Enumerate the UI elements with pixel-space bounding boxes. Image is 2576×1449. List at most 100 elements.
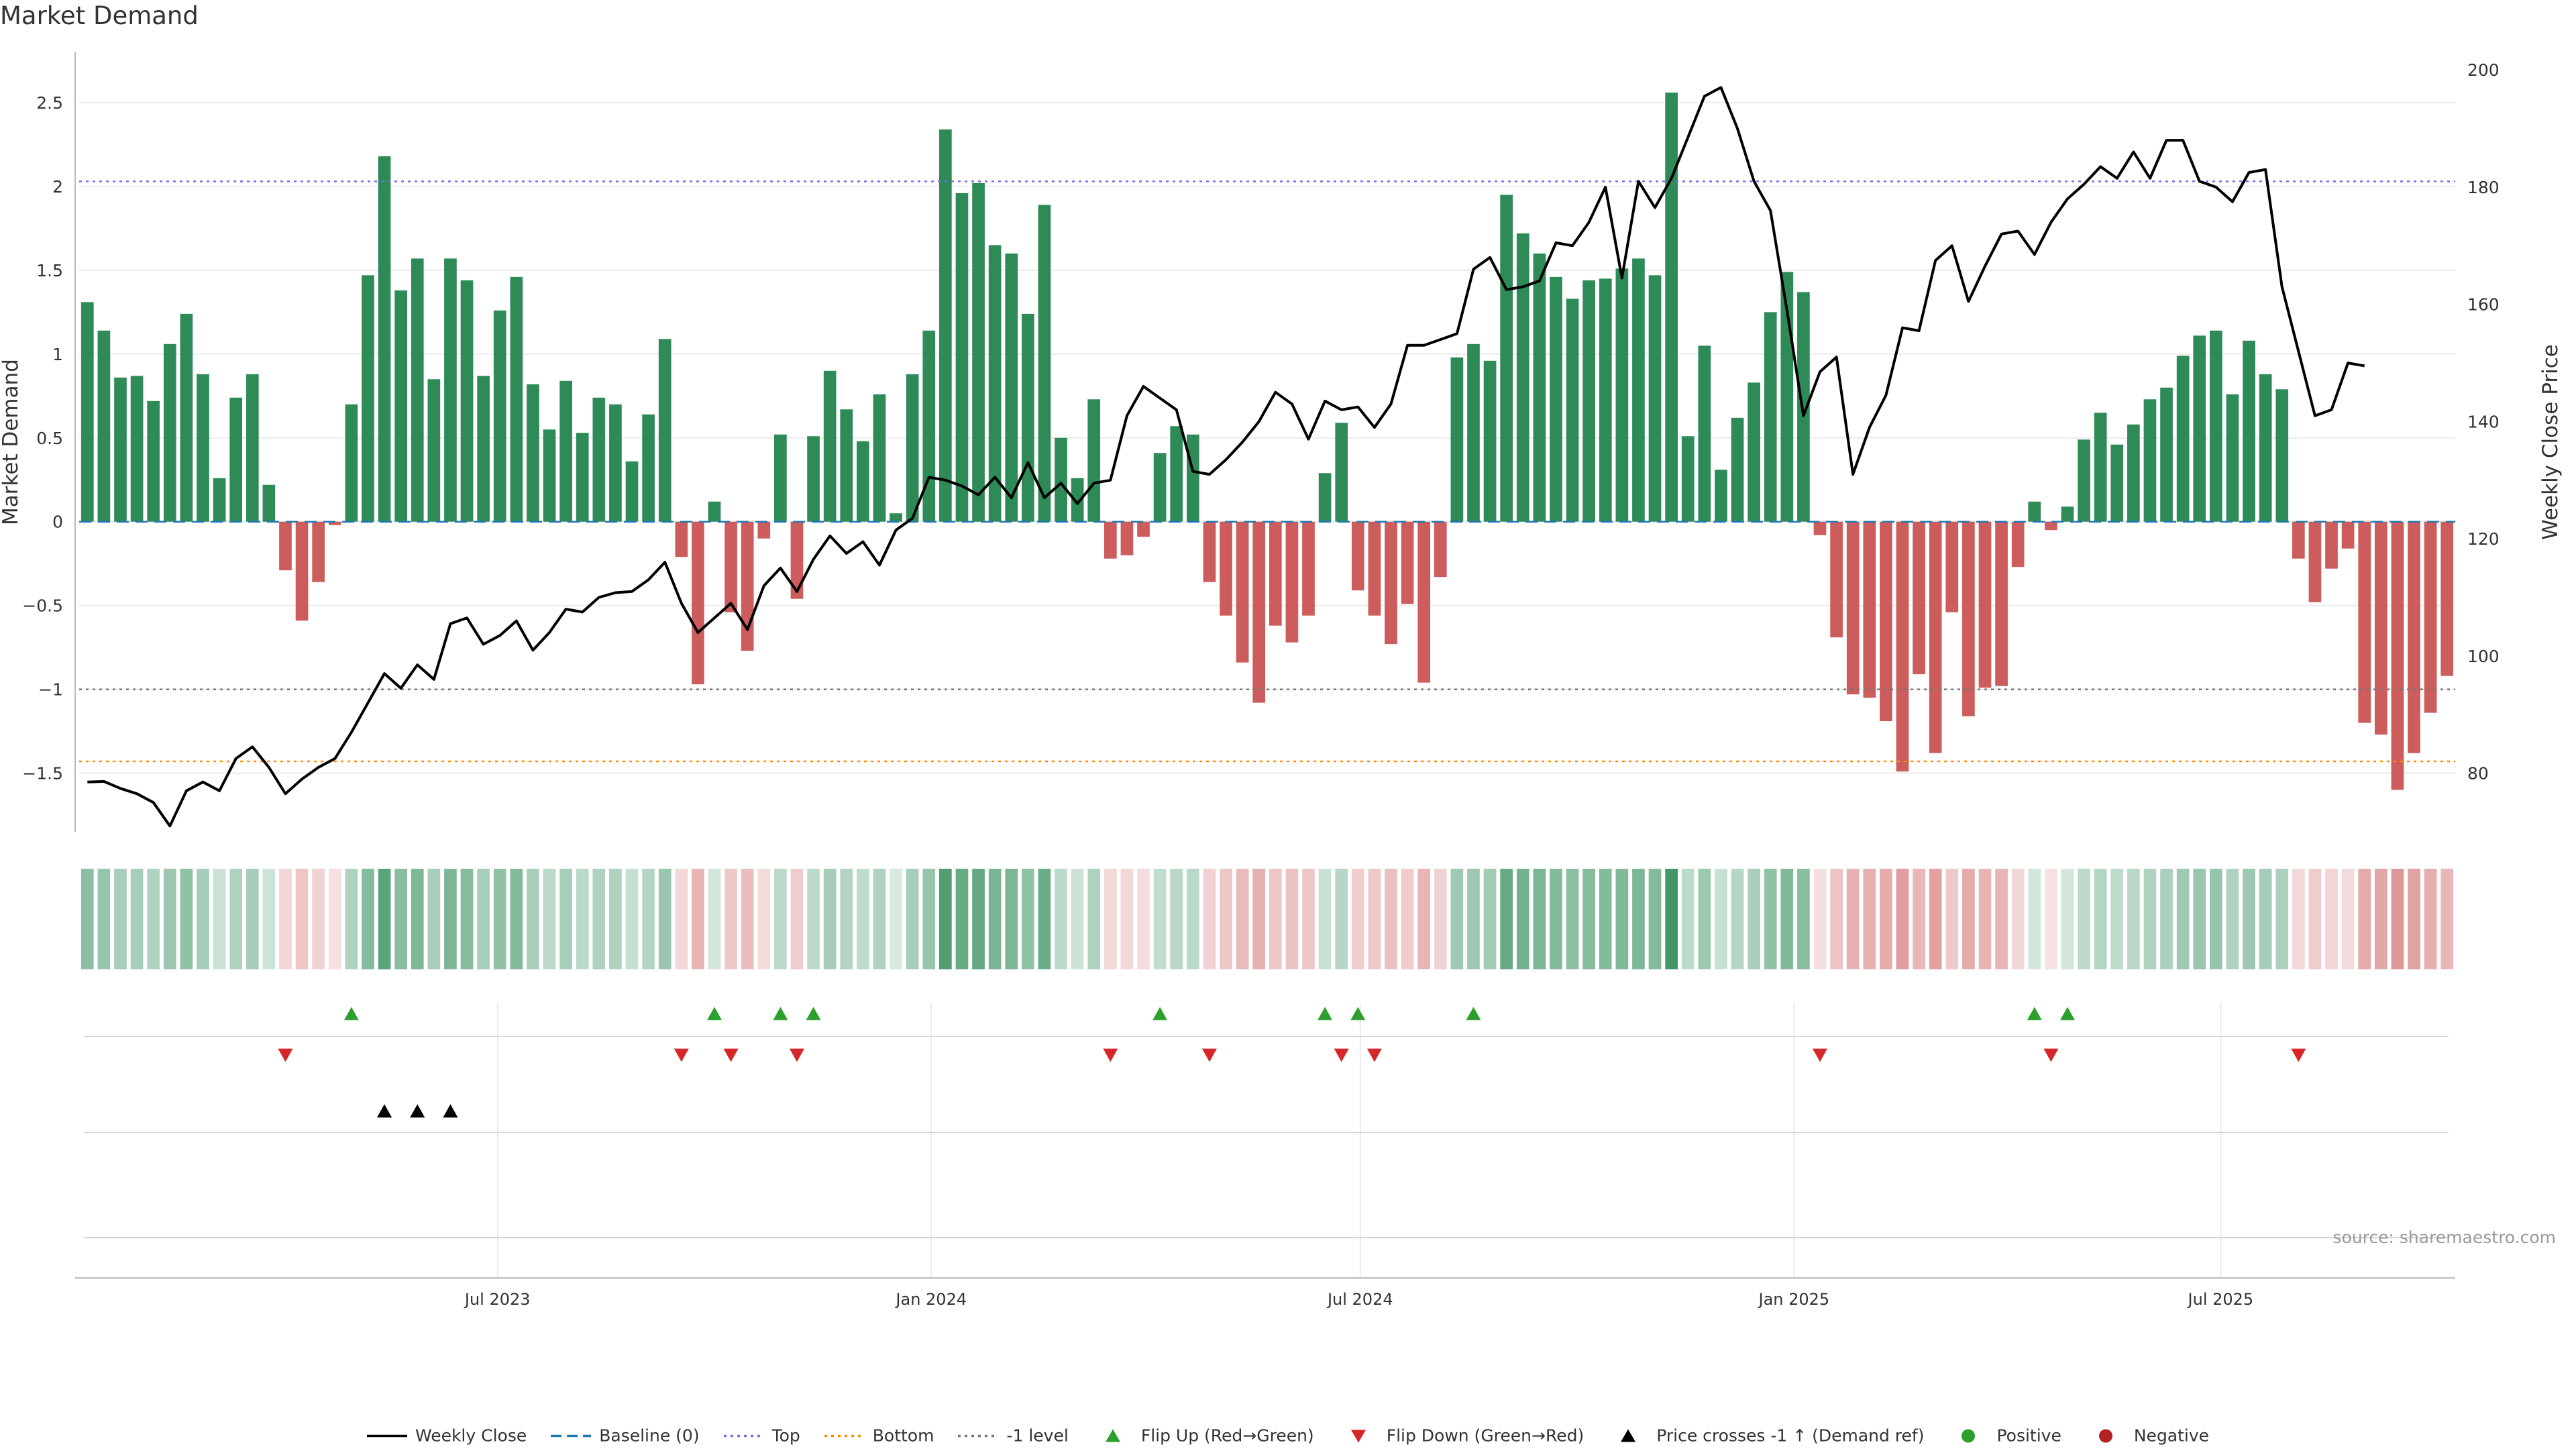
heat-cell [180,869,193,969]
demand-bar [2226,394,2239,522]
demand-bar [1516,233,1529,522]
demand-bar [790,521,804,599]
legend-item: Positive [1948,1426,2061,1446]
demand-bar [955,193,969,522]
heat-cell [477,869,490,969]
demand-bar [1434,521,1447,578]
y-axis-label-right: Weekly Close Price [2538,344,2563,540]
heat-cell [2408,869,2420,969]
heat-cell [1896,869,1909,969]
heat-cell [147,869,160,969]
demand-bar [741,521,754,651]
demand-bar [1170,426,1183,522]
heat-cell [2078,869,2090,969]
source-note: source: sharemaestro.com [2332,1228,2557,1247]
heat-cell [1385,869,1397,969]
heat-cell [972,869,985,969]
heat-cell [1500,869,1513,969]
heat-cell [1005,869,1018,969]
y2-tick-label: 140 [2467,412,2500,431]
legend-label: Baseline (0) [599,1426,700,1446]
demand-bar [1071,478,1084,522]
heat-cell [1153,869,1167,969]
demand-bar [609,404,622,522]
demand-bar [328,521,341,525]
heat-cell [130,869,144,969]
heat-cell [1764,869,1777,969]
legend-label: Flip Up (Red→Green) [1140,1426,1314,1446]
heat-cell [2308,869,2322,969]
weekly-close-line [87,86,2365,828]
demand-bar [2325,521,2338,569]
heat-cell [1401,869,1414,969]
heat-cell [1351,869,1364,969]
heat-cell [807,869,820,969]
heat-cell [493,869,506,969]
heat-cell [378,869,391,969]
heat-cell [1780,869,1794,969]
heat-cell [906,869,919,969]
heat-cell [1632,869,1645,969]
y-tick-label: 0.5 [36,429,63,448]
demand-bar [592,397,606,522]
demand-bar [2308,521,2322,602]
x-tick-label: Jul 2025 [2187,1290,2254,1309]
heat-cell [246,869,259,969]
demand-bar [80,302,94,522]
flip-up-marker [2027,1007,2042,1020]
heat-cell [2374,869,2387,969]
heat-cell [1533,869,1546,969]
chart-legend: Weekly Close Baseline (0) Top Bottom -1 leve… [0,1426,2576,1446]
demand-bar [1417,521,1431,683]
demand-bar [246,374,259,522]
flip-down-marker [2043,1049,2059,1062]
demand-bar [2391,521,2404,790]
heat-cell [1368,869,1381,969]
heat-cell [1021,869,1034,969]
demand-bar [2160,387,2173,522]
demand-bar [362,275,374,522]
flip-up-marker [1466,1007,1481,1020]
legend-label: Bottom [872,1426,934,1446]
demand-bar [510,276,523,522]
demand-bar [1995,521,2008,686]
demand-bar [1681,436,1695,522]
demand-bar [262,484,276,522]
heat-cell [1715,869,1727,969]
heat-cell [2325,869,2338,969]
demand-bar [906,374,919,522]
demand-bar [1153,453,1167,522]
flip-down-marker [674,1049,689,1062]
demand-bar [1813,521,1827,535]
demand-bar [411,258,424,522]
heat-cell [658,869,672,969]
demand-bar [1715,470,1727,522]
heat-cell [328,869,341,969]
demand-bar [1599,278,1612,522]
heat-cell [2045,869,2057,969]
demand-bar [543,429,556,522]
heat-cell [1483,869,1497,969]
demand-bar [807,436,820,522]
x-tick-label: Jul 2024 [1326,1290,1393,1309]
demand-bar [213,478,226,522]
heat-cell [592,869,606,969]
heat-cell [2061,869,2074,969]
heat-cell [1170,869,1183,969]
demand-bar [1285,521,1299,643]
demand-bar [2341,521,2355,549]
heat-cell [1071,869,1084,969]
legend-marker-icon [723,1434,764,1437]
flip-down-marker [789,1049,804,1062]
demand-bar [1186,434,1199,522]
demand-bar [1087,399,1101,522]
heat-cell [2028,869,2041,969]
legend-item: Flip Up (Red→Green) [1093,1426,1314,1446]
heat-cell [1913,869,1925,969]
demand-bar [1351,521,1364,591]
demand-bar [857,441,869,522]
heat-cell [1929,869,1942,969]
price-cross-marker [443,1104,458,1118]
demand-bar [477,376,490,522]
demand-bar [873,394,886,522]
